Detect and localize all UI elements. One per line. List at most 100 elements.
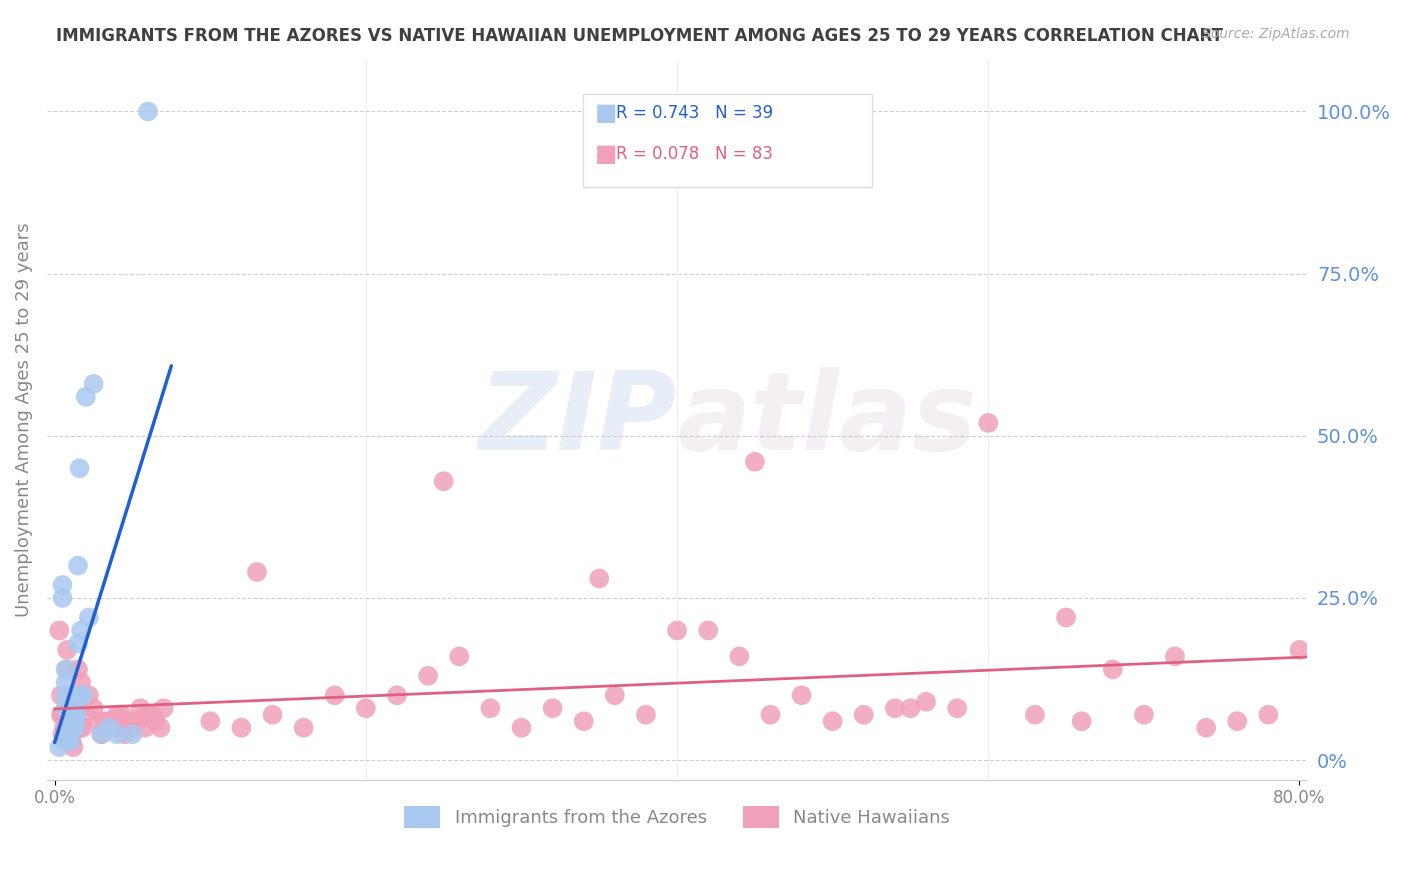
Point bbox=[1257, 707, 1279, 722]
Point bbox=[136, 104, 159, 119]
Point bbox=[69, 461, 91, 475]
Point bbox=[118, 714, 141, 729]
Point bbox=[231, 721, 253, 735]
Point bbox=[1133, 707, 1156, 722]
Point bbox=[510, 721, 533, 735]
Text: ■: ■ bbox=[595, 143, 617, 166]
Point bbox=[323, 688, 346, 702]
Point bbox=[51, 578, 73, 592]
Point bbox=[72, 688, 94, 702]
Point bbox=[93, 714, 115, 729]
Point bbox=[105, 727, 128, 741]
Text: ZIP: ZIP bbox=[478, 367, 678, 473]
Point bbox=[728, 649, 751, 664]
Point bbox=[55, 688, 77, 702]
Point bbox=[59, 721, 82, 735]
Point bbox=[62, 740, 84, 755]
Point bbox=[790, 688, 813, 702]
Point bbox=[129, 701, 152, 715]
Point bbox=[49, 688, 72, 702]
Point bbox=[433, 474, 456, 488]
Point bbox=[53, 721, 76, 735]
Text: IMMIGRANTS FROM THE AZORES VS NATIVE HAWAIIAN UNEMPLOYMENT AMONG AGES 25 TO 29 Y: IMMIGRANTS FROM THE AZORES VS NATIVE HAW… bbox=[56, 27, 1223, 45]
Point bbox=[63, 695, 86, 709]
Point bbox=[60, 701, 83, 715]
Point bbox=[946, 701, 969, 715]
Point bbox=[56, 643, 79, 657]
Point bbox=[98, 714, 121, 729]
Point bbox=[152, 701, 174, 715]
Point bbox=[77, 610, 100, 624]
Point bbox=[56, 727, 79, 741]
Point bbox=[63, 721, 86, 735]
Point bbox=[149, 721, 172, 735]
Point bbox=[110, 707, 132, 722]
Legend: Immigrants from the Azores, Native Hawaiians: Immigrants from the Azores, Native Hawai… bbox=[396, 799, 957, 836]
Point bbox=[634, 707, 657, 722]
Point bbox=[200, 714, 222, 729]
Point bbox=[51, 591, 73, 605]
Point bbox=[55, 662, 77, 676]
Point bbox=[75, 390, 97, 404]
Point bbox=[145, 714, 167, 729]
Point bbox=[65, 707, 87, 722]
Point bbox=[72, 721, 94, 735]
Point bbox=[65, 707, 87, 722]
Point bbox=[541, 701, 564, 715]
Point bbox=[59, 721, 82, 735]
Point bbox=[1226, 714, 1249, 729]
Point bbox=[142, 707, 165, 722]
Point bbox=[56, 721, 79, 735]
Point bbox=[744, 455, 766, 469]
Point bbox=[58, 721, 80, 735]
Text: R = 0.078   N = 83: R = 0.078 N = 83 bbox=[616, 145, 773, 163]
Point bbox=[121, 721, 143, 735]
Text: ■: ■ bbox=[595, 102, 617, 125]
Point bbox=[70, 675, 93, 690]
Point bbox=[852, 707, 875, 722]
Point bbox=[55, 714, 77, 729]
Point bbox=[48, 624, 70, 638]
Point bbox=[1164, 649, 1187, 664]
Point bbox=[55, 675, 77, 690]
Point bbox=[87, 714, 110, 729]
Point bbox=[1101, 662, 1123, 676]
Point bbox=[1195, 721, 1218, 735]
Point bbox=[416, 669, 439, 683]
Point bbox=[51, 727, 73, 741]
Point bbox=[479, 701, 502, 715]
Point bbox=[60, 721, 83, 735]
Point bbox=[1070, 714, 1092, 729]
Point bbox=[449, 649, 471, 664]
Point bbox=[59, 733, 82, 747]
Point bbox=[385, 688, 408, 702]
Point bbox=[66, 662, 89, 676]
Point bbox=[1288, 643, 1310, 657]
Point bbox=[588, 572, 610, 586]
Point bbox=[55, 701, 77, 715]
Point bbox=[759, 707, 782, 722]
Text: R = 0.743   N = 39: R = 0.743 N = 39 bbox=[616, 104, 773, 122]
Point bbox=[58, 727, 80, 741]
Point bbox=[59, 727, 82, 741]
Point bbox=[70, 624, 93, 638]
Y-axis label: Unemployment Among Ages 25 to 29 years: Unemployment Among Ages 25 to 29 years bbox=[15, 222, 32, 617]
Point bbox=[114, 727, 136, 741]
Point bbox=[49, 707, 72, 722]
Point bbox=[69, 688, 91, 702]
Point bbox=[83, 376, 105, 391]
Point bbox=[900, 701, 922, 715]
Point bbox=[697, 624, 720, 638]
Point bbox=[292, 721, 315, 735]
Point bbox=[603, 688, 626, 702]
Point bbox=[821, 714, 844, 729]
Point bbox=[1054, 610, 1077, 624]
Point bbox=[246, 565, 269, 579]
Point bbox=[58, 721, 80, 735]
Point bbox=[63, 701, 86, 715]
Point bbox=[69, 721, 91, 735]
Text: atlas: atlas bbox=[678, 367, 977, 473]
Point bbox=[262, 707, 284, 722]
Point bbox=[63, 714, 86, 729]
Point bbox=[48, 740, 70, 755]
